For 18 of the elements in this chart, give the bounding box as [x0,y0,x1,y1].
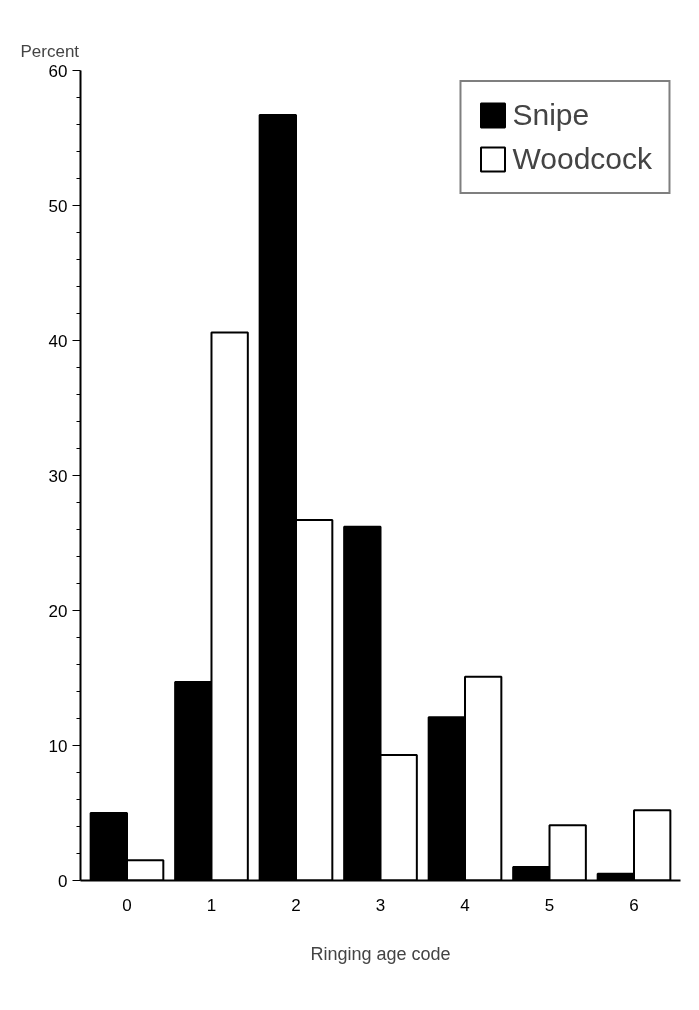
x-tick-label: 3 [375,895,386,915]
x-axis-title: Ringing age code [310,943,451,964]
y-tick-label: 30 [48,466,68,486]
x-tick-label: 0 [122,895,132,915]
y-axis-title: Percent [20,41,80,61]
y-tick-label: 0 [58,871,68,891]
y-tick-label: 60 [48,61,68,81]
legend-label: Woodcock [512,142,652,176]
y-tick-label: 50 [48,196,68,216]
x-tick-label: 6 [629,895,639,915]
y-tick-label: 20 [48,601,68,621]
x-tick-label: 2 [291,895,301,915]
x-tick-label: 1 [206,895,217,915]
x-tick-label: 5 [544,895,555,915]
x-tick-label: 4 [460,895,470,915]
legend-label: Snipe [512,98,590,132]
y-tick-label: 40 [48,331,68,351]
y-tick-label: 10 [48,736,68,756]
